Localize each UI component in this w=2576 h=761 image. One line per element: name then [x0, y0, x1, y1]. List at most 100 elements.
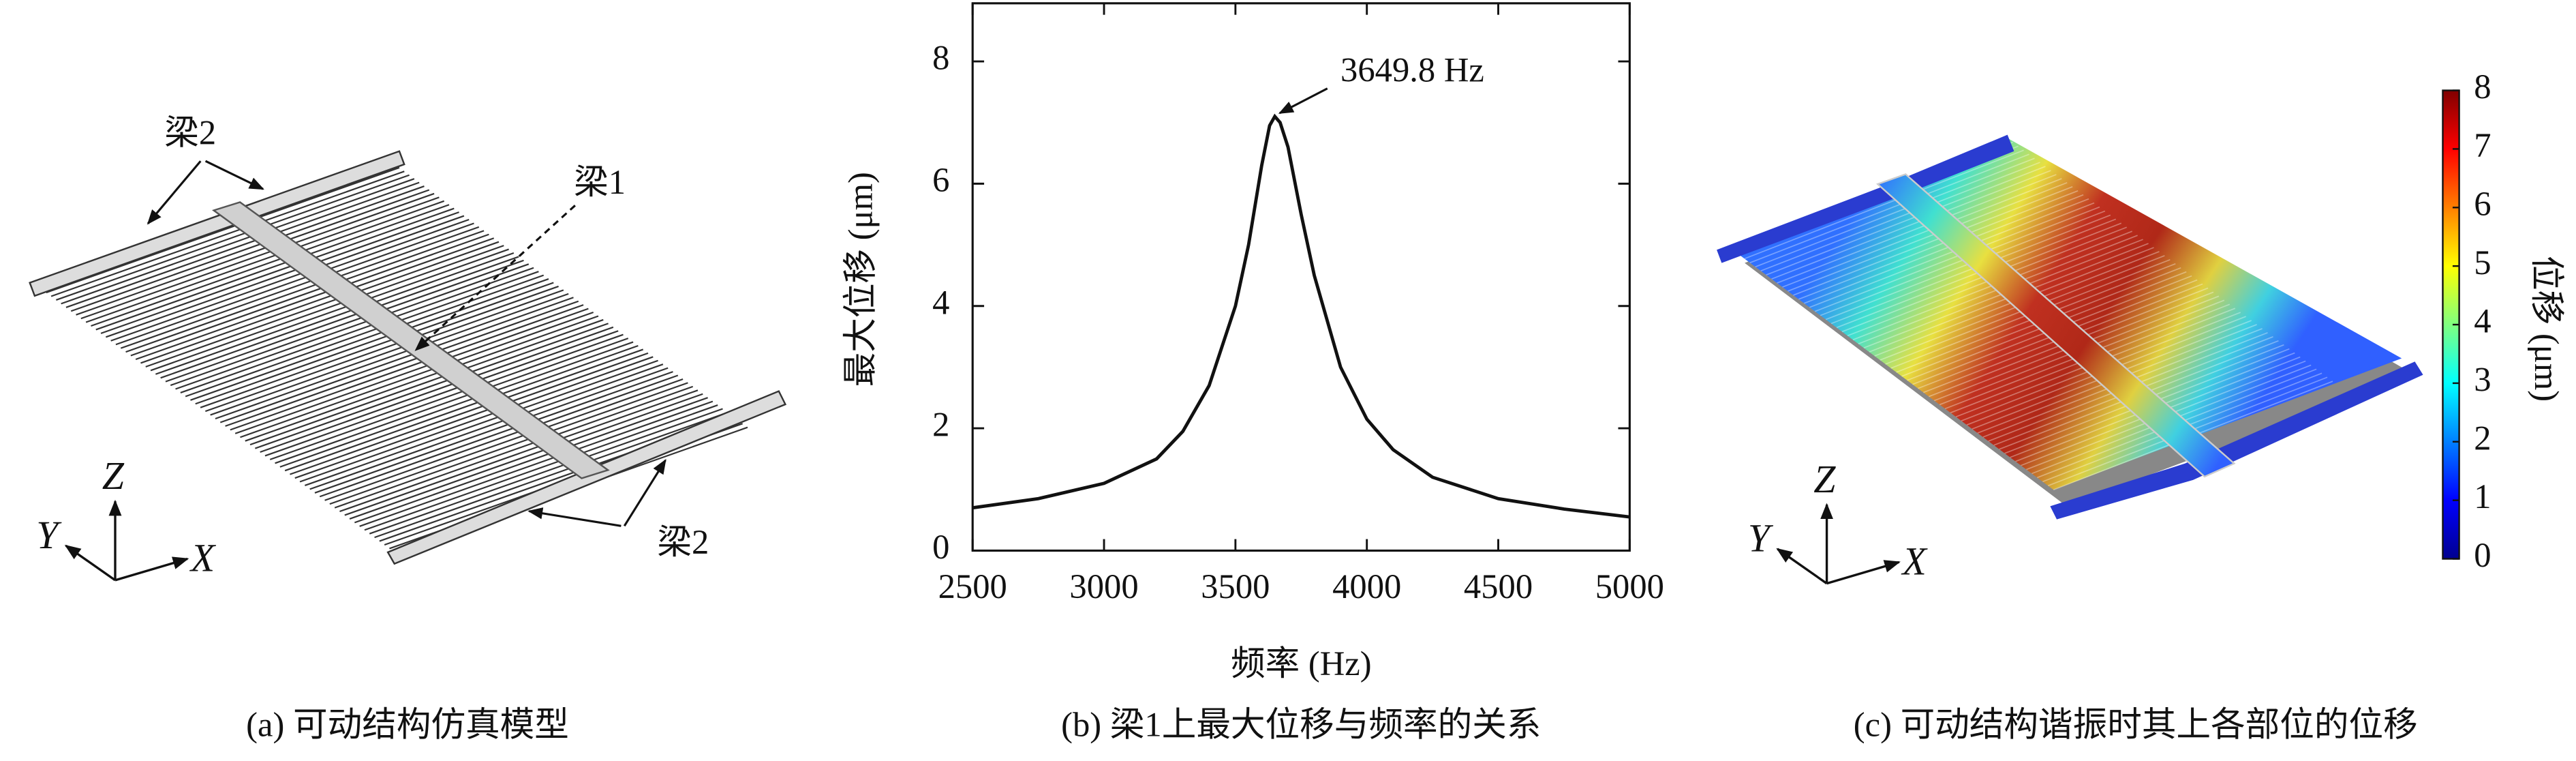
comb-beam — [1777, 174, 2057, 284]
comb-beam — [1771, 170, 2051, 280]
comb-beam — [284, 344, 639, 472]
comb-beam — [240, 312, 594, 438]
comb-beam — [1798, 190, 2079, 300]
comb-beam — [155, 248, 509, 375]
arrow — [623, 459, 666, 527]
comb-beam — [245, 315, 599, 442]
comb-beam — [344, 389, 699, 516]
annotation: 3649.8 Hz — [1340, 51, 1484, 89]
comb-beam — [260, 326, 614, 453]
panel-a: 梁2 梁1 梁2 Z Y X (a) 可动结构仿真模型 — [29, 114, 787, 743]
arrow — [527, 507, 622, 527]
comb-beam — [76, 189, 430, 316]
comb-beam — [195, 278, 549, 405]
colorbar-ticks: 0 1 2 3 4 5 6 7 8 — [2452, 68, 2491, 574]
comb-beam — [100, 207, 455, 334]
comb-beam — [135, 233, 489, 360]
comb-beam — [170, 259, 524, 387]
beam-2-top — [29, 150, 405, 297]
comb-beam — [254, 323, 609, 449]
x-tick-label: 5000 — [1595, 567, 1664, 606]
comb-beam — [210, 289, 564, 416]
beam-1 — [211, 201, 610, 479]
comb-beam — [219, 297, 574, 423]
comb-beam — [354, 397, 708, 524]
comb-beam — [249, 318, 604, 446]
comb-beam — [125, 226, 480, 353]
comb-beam — [165, 256, 519, 383]
comb-beam — [264, 330, 619, 457]
comb-beam — [120, 222, 474, 349]
axis-name: X — [1901, 539, 1928, 583]
caption: (a) 可动结构仿真模型 — [246, 705, 569, 743]
comb-beam — [106, 211, 459, 338]
colorbar-tick-label: 6 — [2474, 185, 2491, 223]
x-tick-label: 4000 — [1332, 567, 1401, 606]
comb-beam — [115, 219, 470, 346]
comb-beam — [314, 367, 669, 494]
comb-beam — [1749, 153, 2029, 264]
axis-name: Z — [102, 453, 125, 498]
comb-beam — [319, 371, 673, 498]
colorbar-tick-label: 7 — [2474, 126, 2491, 164]
arrow — [414, 205, 576, 351]
comb-beam — [299, 356, 654, 483]
comb-beam — [1744, 149, 2024, 260]
colorbar-tick-label: 4 — [2474, 302, 2491, 340]
arrow — [204, 160, 264, 190]
comb-beam — [180, 267, 534, 393]
x-tick-label: 3000 — [1069, 567, 1138, 606]
colorbar-tick-label: 5 — [2474, 243, 2491, 282]
comb-beam — [309, 363, 664, 490]
colorbar-tick-label: 3 — [2474, 361, 2491, 399]
comb-beam — [1760, 162, 2040, 272]
comb-beam — [1782, 178, 2062, 288]
y-tick-label: 4 — [932, 283, 949, 321]
plot-frame — [971, 2, 1631, 552]
comb-beam — [1755, 158, 2035, 268]
comb-beam — [95, 204, 450, 331]
comb-beam — [364, 404, 718, 531]
comb-beam — [150, 245, 504, 372]
comb-beam — [359, 400, 714, 527]
comb-beam — [269, 333, 624, 460]
comb-beam — [200, 282, 554, 408]
comb-beam — [56, 174, 410, 301]
comb-beam — [230, 304, 584, 431]
colorbar-label: 位移 (μm) — [2528, 256, 2566, 402]
comb-beam — [324, 374, 679, 501]
comb-beam — [234, 308, 589, 434]
axis-name: Y — [1748, 516, 1774, 561]
panel-c: 0 1 2 3 4 5 6 7 8 位移 (μm) Z Y X (c) 可动结构谐振时其上各部位… — [1717, 68, 2566, 743]
comb-beam — [290, 348, 644, 475]
comb-beam — [1830, 214, 2111, 325]
axis-name: X — [189, 536, 217, 580]
x-tick-label: 3500 — [1201, 567, 1270, 606]
axis-name: Y — [36, 513, 62, 557]
comb-beam — [275, 338, 629, 464]
comb-beam — [190, 274, 545, 401]
beam-1 — [1876, 173, 2236, 478]
y-axis-label: 最大位移 (μm) — [842, 172, 880, 387]
y-tick-label: 6 — [932, 161, 949, 199]
label: 梁2 — [657, 523, 709, 561]
comb-beam — [349, 393, 703, 520]
comb-beam — [1804, 194, 2084, 304]
axis-x — [1826, 560, 1901, 585]
comb-beam — [61, 178, 415, 305]
comb-beam — [339, 385, 694, 513]
comb-beam — [279, 341, 634, 468]
annotation-arrow — [1278, 87, 1328, 115]
axis-name: Z — [1813, 457, 1836, 501]
comb-beam — [65, 181, 420, 308]
comb-beam — [304, 359, 658, 486]
arrow — [147, 160, 202, 225]
comb-beam — [70, 185, 425, 312]
comb-beam — [130, 230, 485, 357]
colorbar-tick-label: 2 — [2474, 419, 2491, 457]
comb-beam — [80, 192, 435, 320]
comb-beam — [1814, 202, 2095, 312]
comb-beam — [175, 263, 530, 390]
comb-beam — [215, 293, 569, 420]
